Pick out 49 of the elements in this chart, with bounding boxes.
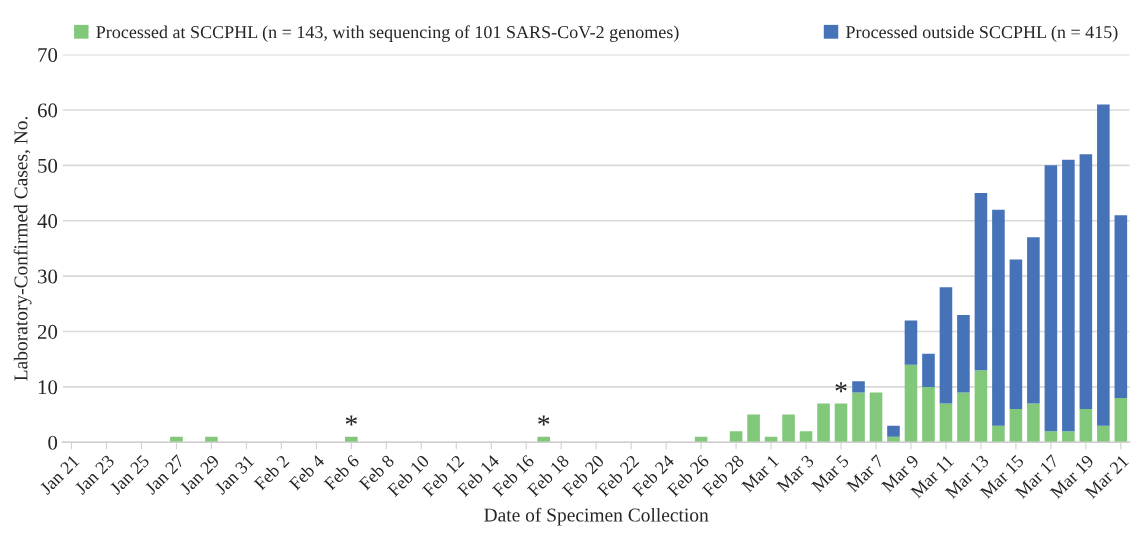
x-tick-label: Feb 2	[253, 454, 290, 491]
bar	[1044, 165, 1058, 432]
bar	[974, 370, 988, 443]
bar	[974, 193, 988, 371]
bar	[1114, 397, 1128, 443]
bar	[817, 403, 830, 443]
bar	[992, 209, 1005, 426]
y-tick-label: 50	[38, 158, 58, 173]
bar	[904, 364, 918, 443]
bar	[922, 353, 935, 387]
bar	[782, 414, 795, 443]
y-tick-label: 0	[48, 435, 58, 450]
annotation: *	[538, 415, 550, 426]
legend-label: Processed outside SCCPHL (n = 415)	[845, 25, 1118, 42]
bar	[1062, 159, 1075, 432]
bar	[1079, 154, 1093, 410]
bar	[904, 320, 918, 365]
bar	[834, 403, 848, 443]
y-tick-label: 10	[38, 380, 58, 395]
y-tick-label: 40	[37, 214, 58, 229]
annotation: *	[345, 415, 357, 426]
y-tick-label: 20	[37, 324, 58, 339]
bar	[1062, 431, 1075, 443]
bar	[1027, 237, 1040, 404]
y-axis-title: Laboratory-Confirmed Cases, No.	[13, 116, 32, 381]
bar	[747, 414, 760, 443]
x-axis-title: Date of Specimen Collection	[484, 507, 709, 526]
bar	[869, 392, 883, 443]
bar	[1097, 425, 1110, 443]
legend-label: Processed at SCCPHL (n = 143, with sequencing of 101 SARS-CoV-2 genomes)	[96, 25, 679, 42]
bar	[852, 381, 865, 393]
bar	[1009, 409, 1023, 443]
bar	[957, 392, 970, 443]
bar	[922, 386, 935, 443]
y-tick-label: 70	[38, 47, 58, 63]
bar	[1114, 215, 1128, 398]
y-tick-label: 60	[37, 103, 58, 118]
bar	[852, 392, 865, 443]
bar	[1079, 409, 1093, 443]
y-tick-label: 30	[38, 269, 58, 284]
bar	[939, 287, 953, 404]
annotation: *	[835, 382, 847, 393]
bar	[1027, 403, 1040, 443]
bar	[1009, 259, 1023, 410]
bar	[939, 403, 953, 443]
bar	[887, 425, 900, 437]
bar	[1097, 104, 1110, 426]
bar	[957, 314, 970, 393]
bar	[992, 425, 1005, 443]
